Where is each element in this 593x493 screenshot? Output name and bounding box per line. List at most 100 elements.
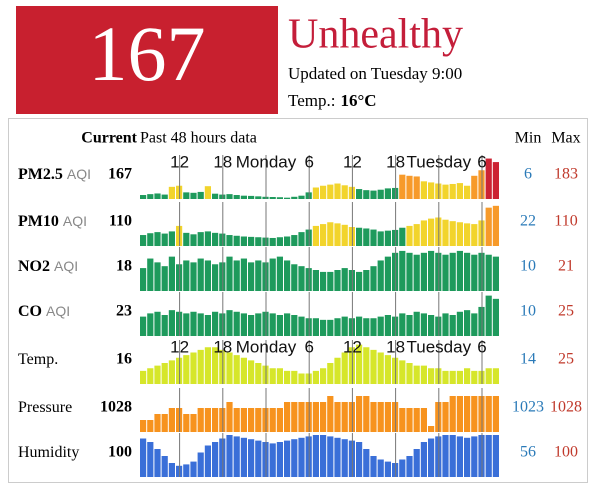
bar bbox=[197, 349, 204, 384]
bar bbox=[147, 313, 154, 336]
bar bbox=[312, 225, 319, 246]
bar bbox=[154, 449, 161, 477]
bar bbox=[492, 368, 499, 384]
bar bbox=[327, 396, 334, 432]
bar bbox=[233, 195, 240, 199]
bar bbox=[147, 194, 154, 199]
bar bbox=[406, 456, 413, 477]
bar bbox=[255, 408, 262, 432]
bar bbox=[284, 197, 291, 199]
bar bbox=[212, 193, 219, 199]
bar bbox=[492, 298, 499, 336]
bar bbox=[248, 439, 255, 477]
bar bbox=[197, 232, 204, 246]
time-tick-label: 12 bbox=[170, 337, 189, 356]
bar bbox=[363, 270, 370, 291]
bar bbox=[341, 185, 348, 199]
min-value: 6 bbox=[524, 166, 532, 183]
bar bbox=[284, 236, 291, 246]
bar bbox=[219, 313, 226, 336]
bar bbox=[197, 191, 204, 199]
bar bbox=[226, 435, 233, 477]
bar bbox=[413, 224, 420, 246]
bar bbox=[255, 363, 262, 384]
min-value: 22 bbox=[520, 213, 536, 230]
bar bbox=[492, 162, 499, 199]
bar bbox=[471, 313, 478, 336]
bar bbox=[233, 436, 240, 477]
current-value: 1028 bbox=[100, 399, 132, 416]
bar bbox=[485, 368, 492, 384]
max-value: 100 bbox=[554, 444, 578, 461]
bar bbox=[276, 197, 283, 199]
row-label: PM2.5 AQI bbox=[18, 166, 91, 183]
bar bbox=[327, 319, 334, 336]
bar bbox=[377, 231, 384, 246]
row-label: NO2 AQI bbox=[18, 258, 78, 275]
bar bbox=[168, 360, 175, 384]
time-tick-label: 18 bbox=[213, 337, 232, 356]
time-tick-label: Monday bbox=[236, 152, 297, 171]
current-value: 16 bbox=[116, 351, 132, 368]
bar bbox=[226, 352, 233, 384]
bar bbox=[449, 370, 456, 384]
bar bbox=[485, 435, 492, 477]
bar bbox=[356, 189, 363, 199]
max-value: 183 bbox=[554, 166, 578, 183]
bar bbox=[276, 315, 283, 336]
bar bbox=[399, 174, 406, 199]
bar bbox=[464, 437, 471, 477]
bar bbox=[197, 313, 204, 336]
bar bbox=[312, 187, 319, 199]
bar bbox=[298, 373, 305, 384]
time-tick-label: 12 bbox=[170, 152, 189, 171]
bar bbox=[168, 310, 175, 336]
bar bbox=[183, 192, 190, 199]
bar bbox=[284, 402, 291, 432]
bar bbox=[384, 230, 391, 246]
bar bbox=[248, 262, 255, 291]
bar bbox=[356, 316, 363, 336]
bar bbox=[161, 363, 168, 384]
pollutant-name: Pressure bbox=[18, 399, 72, 416]
bar bbox=[377, 352, 384, 384]
bar bbox=[363, 190, 370, 199]
bar bbox=[384, 256, 391, 291]
bar bbox=[147, 420, 154, 432]
bar bbox=[428, 438, 435, 477]
bar bbox=[190, 311, 197, 336]
row-label: Humidity bbox=[18, 444, 79, 461]
bar bbox=[442, 254, 449, 291]
bar bbox=[190, 234, 197, 246]
bar bbox=[183, 464, 190, 477]
bar bbox=[298, 316, 305, 336]
bar bbox=[240, 236, 247, 246]
bar bbox=[161, 194, 168, 199]
time-tick-label: Monday bbox=[236, 337, 297, 356]
bar bbox=[485, 295, 492, 336]
pollutant-name: NO2 bbox=[18, 258, 50, 275]
bar bbox=[219, 233, 226, 246]
bar bbox=[320, 271, 327, 291]
max-value: 1028 bbox=[550, 399, 582, 416]
bar bbox=[183, 260, 190, 291]
bar bbox=[370, 402, 377, 432]
bar bbox=[284, 260, 291, 291]
bar bbox=[456, 436, 463, 477]
bar bbox=[406, 408, 413, 432]
unit: AQI bbox=[54, 258, 78, 274]
bar bbox=[334, 270, 341, 291]
bar bbox=[219, 438, 226, 477]
bar bbox=[140, 235, 147, 246]
bar bbox=[377, 189, 384, 199]
bar bbox=[226, 402, 233, 432]
unit: AQI bbox=[67, 166, 91, 182]
bar bbox=[154, 311, 161, 336]
bar bbox=[212, 408, 219, 432]
bar bbox=[471, 254, 478, 291]
bar bbox=[356, 442, 363, 477]
max-value: 25 bbox=[558, 303, 574, 320]
unit: AQI bbox=[63, 213, 87, 229]
min-value: 1023 bbox=[512, 399, 544, 416]
bar bbox=[312, 435, 319, 477]
